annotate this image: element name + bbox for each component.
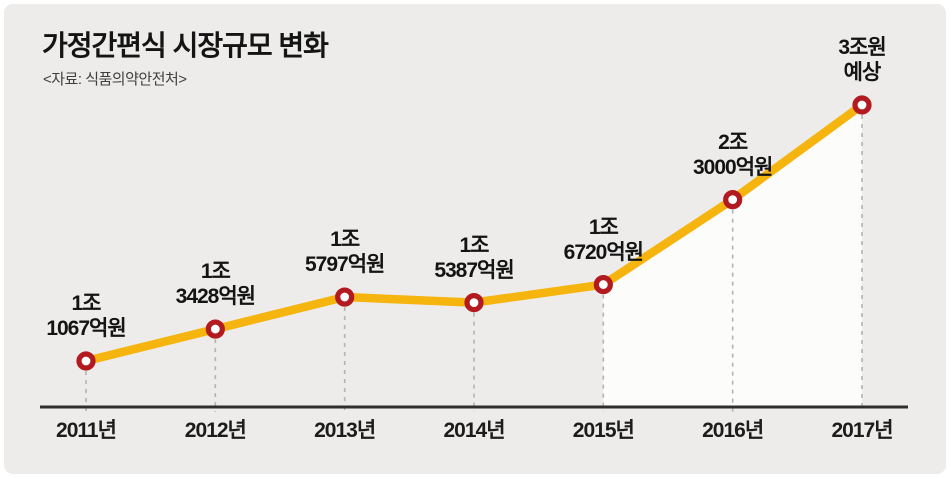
data-point-2011년 (76, 351, 96, 371)
data-point-2017년 (852, 95, 872, 115)
data-point-2016년 (723, 190, 743, 210)
data-point-2014년 (464, 292, 484, 313)
data-point-2015년 (593, 274, 613, 295)
data-point-2012년 (205, 319, 225, 339)
source-caption: <자료: 식품의약안전처> (43, 71, 187, 88)
data-point-2013년 (335, 287, 355, 307)
chart-title: 가정간편식 시장규모 변화 (42, 30, 329, 61)
